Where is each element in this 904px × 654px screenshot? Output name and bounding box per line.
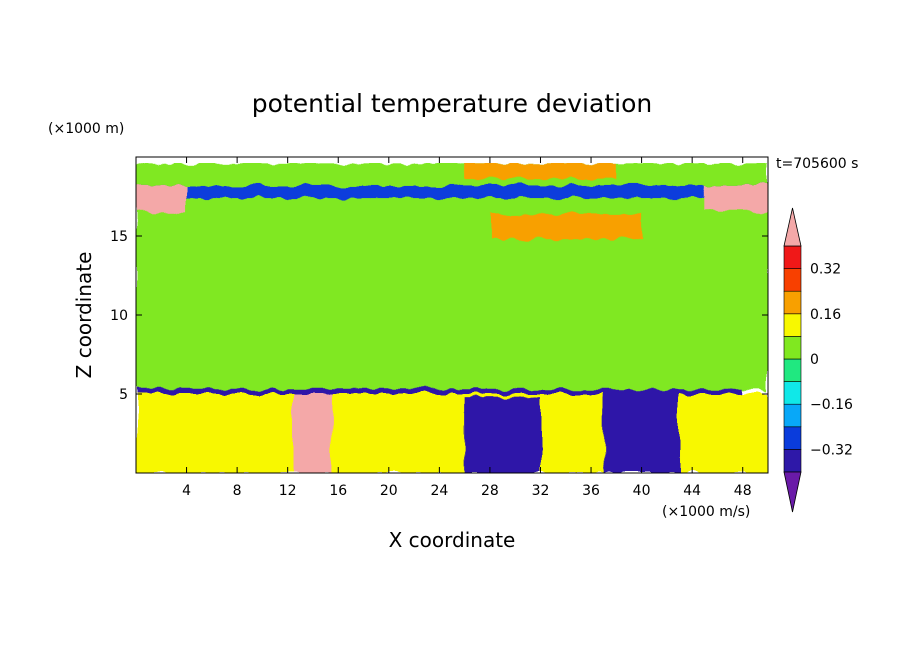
x-tick-label: 48 — [734, 483, 752, 499]
colorbar-segment — [783, 358, 802, 382]
x-tick-label: 20 — [380, 483, 398, 499]
y-tick-label: 5 — [119, 387, 128, 403]
region-base — [136, 163, 768, 391]
region-cold-pool-a — [464, 397, 541, 473]
x-tick-label: 16 — [329, 483, 347, 499]
y-unit-label: (×1000 m) — [48, 121, 124, 137]
region-warm-plume — [294, 394, 332, 473]
x-axis-label: X coordinate — [389, 528, 516, 552]
x-tick-label: 8 — [233, 483, 242, 499]
x-tick-label: 4 — [182, 483, 191, 499]
colorbar-segment — [783, 381, 802, 405]
colorbar-tick-label: 0.32 — [810, 262, 841, 278]
colorbar-upper-extension — [783, 207, 802, 247]
region-top-yellow — [464, 163, 617, 180]
x-axis: 4 8 12 16 20 24 28 32 36 40 44 48 — [182, 157, 752, 499]
x-unit-label: (×1000 m/s) — [662, 504, 750, 520]
region-upper-right-pink — [704, 185, 768, 211]
x-tick-label: 40 — [633, 483, 651, 499]
colorbar-segment — [783, 403, 802, 428]
region-cold-pool-b — [603, 394, 680, 473]
chart-title: potential temperature deviation — [252, 89, 652, 118]
colorbar-segment — [783, 290, 802, 315]
colorbar-lower-extension — [783, 471, 802, 513]
colorbar-segment — [783, 449, 802, 473]
colorbar-segment — [783, 426, 802, 450]
contour-field — [136, 163, 768, 473]
colorbar-segment — [783, 268, 802, 292]
region-inversion-line — [136, 389, 743, 394]
colorbar-tick-label: −0.32 — [810, 442, 853, 458]
y-axis: 5 10 15 — [110, 229, 768, 403]
colorbar-tick-label: −0.16 — [810, 397, 853, 413]
colorbar-segment — [783, 336, 802, 360]
x-tick-label: 28 — [481, 483, 499, 499]
region-upper-yellow — [489, 213, 642, 240]
x-tick-label: 12 — [279, 483, 297, 499]
x-tick-label: 44 — [683, 483, 701, 499]
region-top-blue-band — [136, 185, 768, 199]
x-tick-label: 24 — [430, 483, 448, 499]
y-tick-label: 15 — [110, 229, 128, 245]
x-tick-label: 36 — [582, 483, 600, 499]
colorbar-tick-label: 0 — [810, 352, 819, 368]
colorbar-segment — [783, 245, 802, 269]
colorbar-segment — [783, 313, 802, 337]
region-upper-left-pink — [136, 185, 187, 213]
time-label: t=705600 s — [776, 156, 858, 172]
y-axis-label: Z coordinate — [72, 252, 96, 379]
y-tick-label: 10 — [110, 308, 128, 324]
x-tick-label: 32 — [532, 483, 550, 499]
colorbar-tick-label: 0.16 — [810, 307, 841, 323]
colorbar: 0.32 0.16 0 −0.16 −0.32 — [783, 207, 853, 513]
